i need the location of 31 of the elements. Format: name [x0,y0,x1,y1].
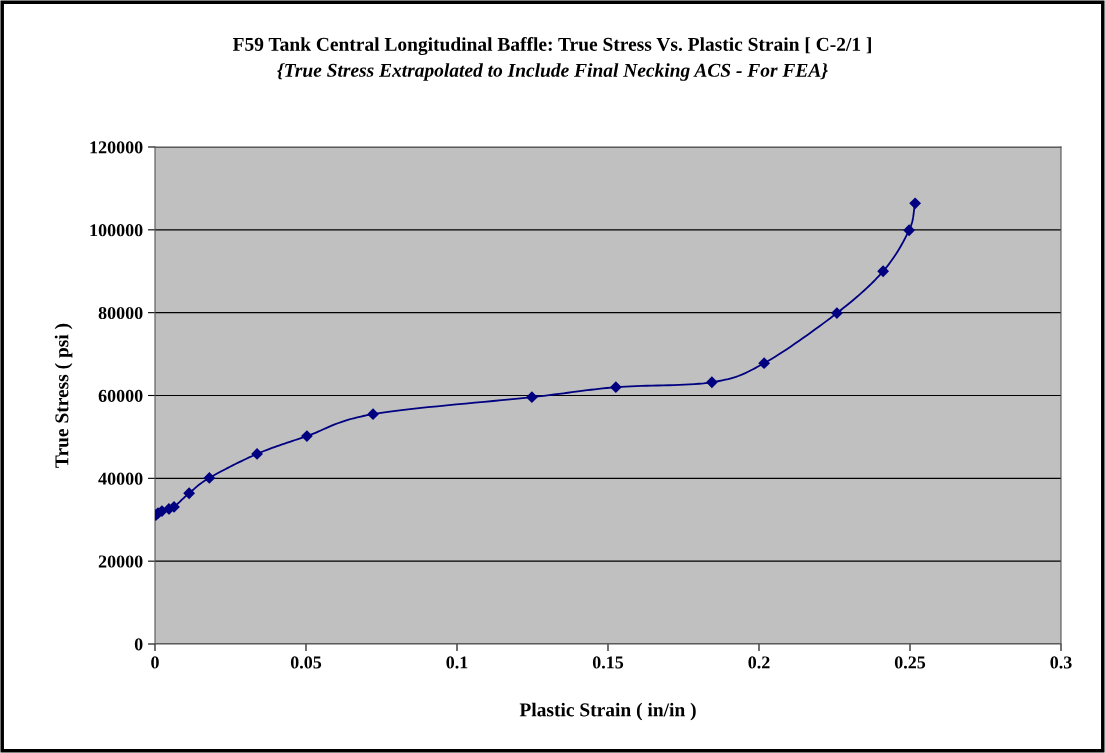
y-tick-label: 100000 [90,224,143,237]
point [251,448,263,460]
point [301,430,313,442]
point [909,197,921,209]
point [183,487,195,499]
x-tick-label: 0.25 [894,656,926,669]
point [610,381,622,393]
x-tick-label: 0.1 [446,656,468,669]
point [526,391,538,403]
point [877,265,889,277]
point [367,408,379,420]
x-axis-title: Plastic Strain ( in/in ) [519,702,696,721]
chart-subtitle: {True Stress Extrapolated to Include Final Necking ACS - For FEA} [277,63,828,81]
point [706,376,718,388]
x-tick-label: 0.2 [748,656,770,669]
y-tick-label: 120000 [90,141,143,154]
y-tick-label: 40000 [98,472,143,485]
x-tick-label: 0.15 [592,656,624,669]
y-tick-label: 60000 [98,389,143,402]
y-tick-label: 80000 [98,306,143,320]
point [903,224,915,236]
y-tick-label: 0 [134,638,143,651]
point [758,357,770,369]
x-tick-label: 0.05 [290,656,322,669]
y-tick-label: 20000 [98,555,143,568]
chart-title: F59 Tank Central Longitudinal Baffle: True Stress Vs. Plastic Strain [ C-2/1 ] [232,37,871,55]
point [203,472,215,484]
x-tick-label: 0 [151,656,159,669]
x-tick-label: 0.3 [1050,656,1072,669]
point [831,307,843,319]
y-axis-title: True Stress ( psi ) [54,323,73,468]
